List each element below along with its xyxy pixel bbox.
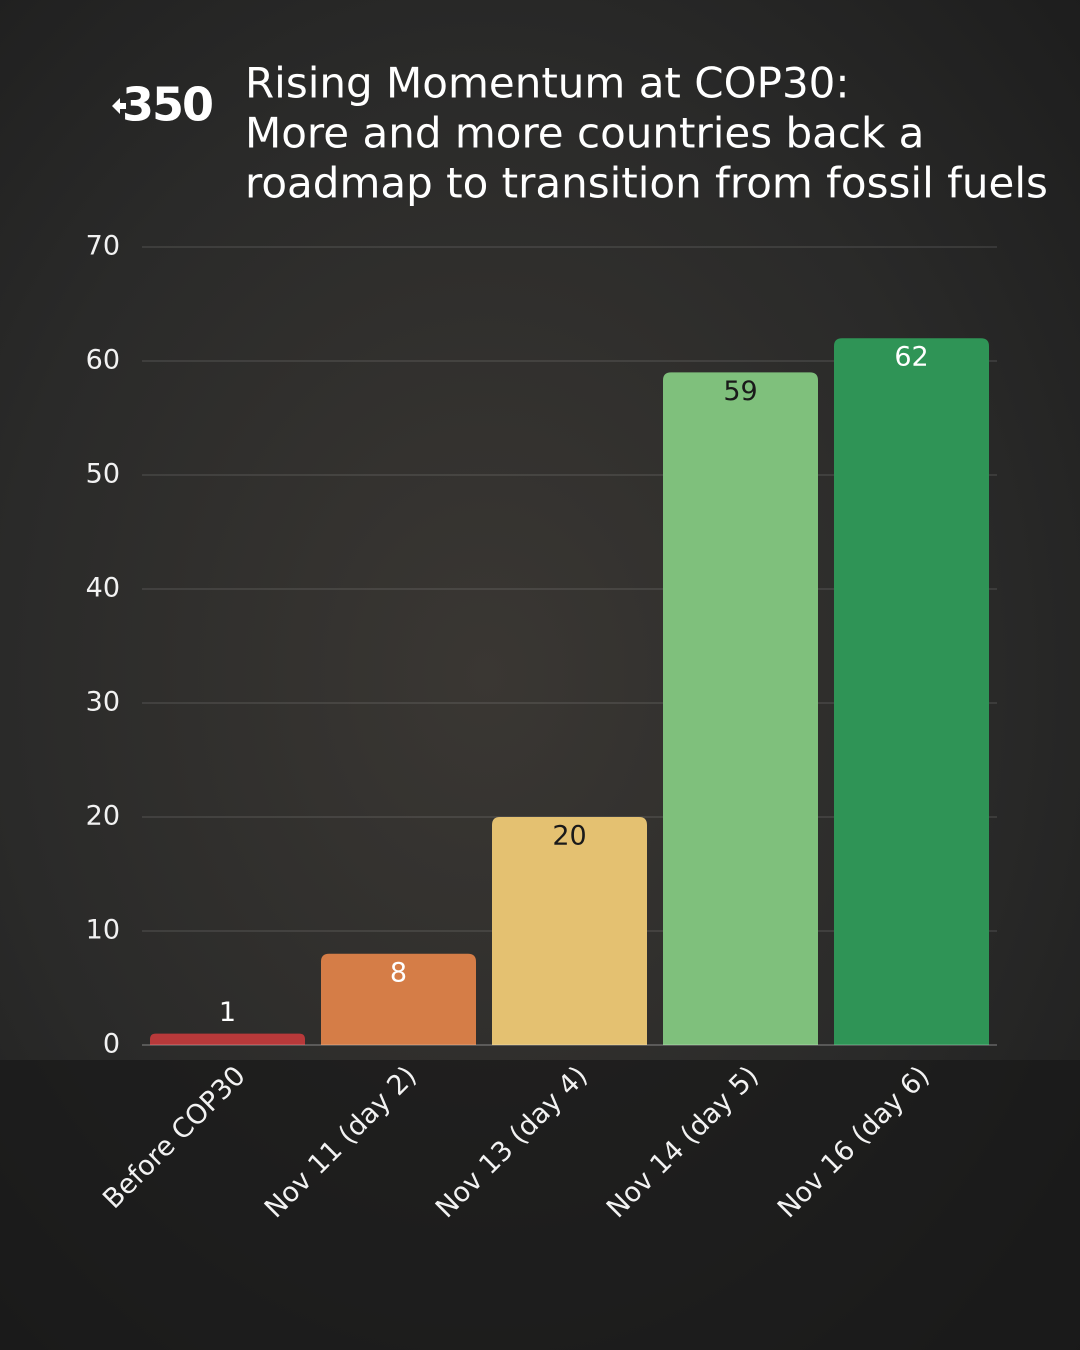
bar [834,338,989,1045]
chart-title: roadmap to transition from fossil fuels [245,159,1048,208]
y-tick-label: 20 [86,801,120,832]
y-tick-label: 60 [86,345,120,376]
logo: 350 [122,78,212,132]
bar [150,1033,305,1045]
value-label: 20 [552,821,586,852]
y-tick-label: 0 [103,1029,120,1060]
y-tick-label: 10 [86,915,120,946]
bar [663,372,818,1045]
value-label: 59 [723,376,757,407]
y-tick-label: 70 [86,231,120,262]
value-label: 8 [390,957,407,988]
value-label: 1 [219,997,236,1028]
y-tick-label: 40 [86,573,120,604]
chart-title: More and more countries back a [245,109,924,158]
logo-icon [112,98,126,114]
bar [492,817,647,1045]
y-tick-label: 50 [86,459,120,490]
value-label: 62 [894,342,928,373]
bar [321,953,476,1045]
chart-title: Rising Momentum at COP30: [245,59,850,108]
y-tick-label: 30 [86,687,120,718]
background-band [0,1060,1080,1350]
